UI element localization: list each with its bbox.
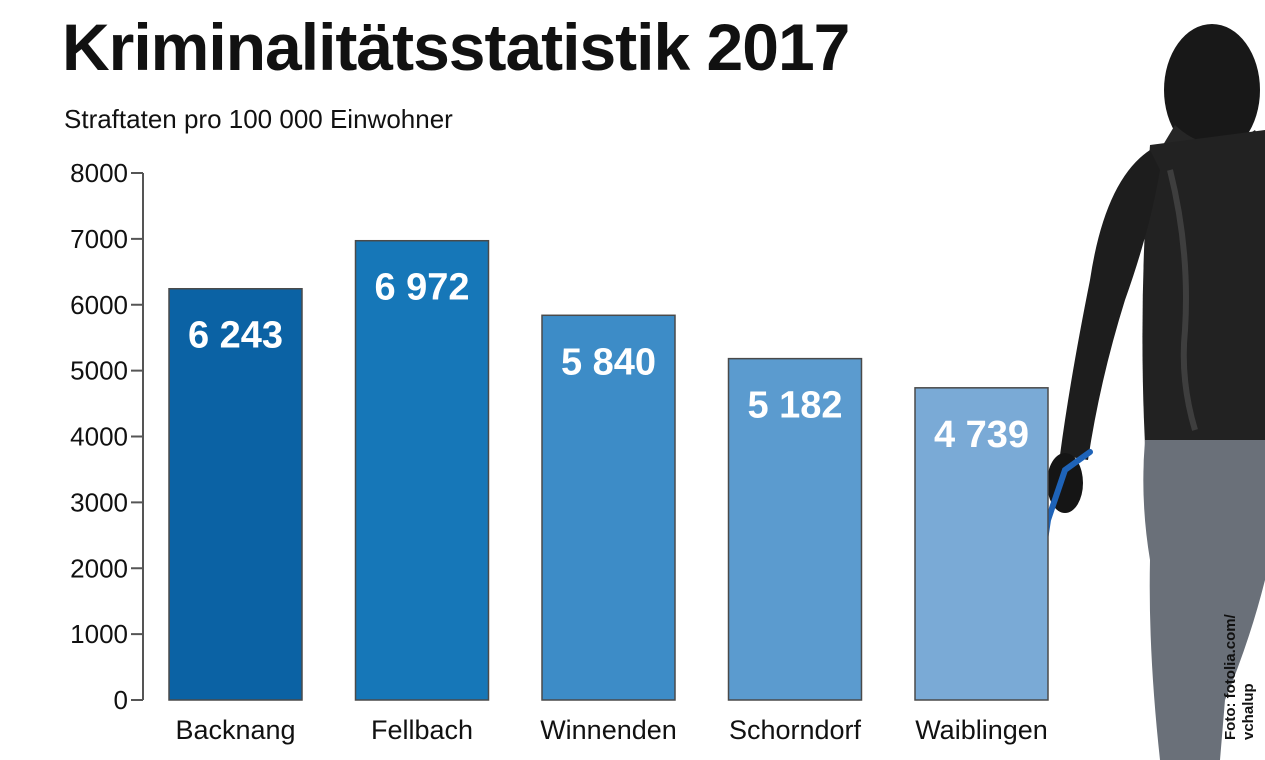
- bar-value-label: 5 182: [747, 385, 842, 427]
- y-tick-label: 8000: [70, 158, 128, 188]
- person-photo: [1009, 24, 1265, 760]
- y-tick-label: 7000: [70, 224, 128, 254]
- y-tick-label: 0: [114, 685, 128, 715]
- x-labels: Backnang Fellbach Winnenden Schorndorf Waibl…: [175, 715, 1047, 745]
- x-category-label: Backnang: [175, 715, 295, 745]
- bar: [541, 314, 676, 701]
- x-category-label: Winnenden: [540, 715, 677, 745]
- x-category-label: Schorndorf: [729, 715, 862, 745]
- y-tick-label: 4000: [70, 422, 128, 452]
- y-tick-label: 3000: [70, 487, 128, 517]
- y-tick-label: 2000: [70, 553, 128, 583]
- photo-credit-line1: Foto: fotolia.com/: [1222, 614, 1239, 740]
- y-tick-label: 6000: [70, 290, 128, 320]
- bar: [354, 239, 490, 701]
- person-jacket-highlight: [1167, 169, 1198, 431]
- y-ticks: 0 1000 2000 3000 4000 5000 6000 7000 8000: [70, 158, 143, 715]
- person-jeans: [1143, 440, 1265, 760]
- bar: [914, 387, 1049, 701]
- photo-credit: Foto: fotolia.com/ vchalup: [1222, 614, 1258, 740]
- person-arm: [1060, 150, 1160, 460]
- bar: [727, 357, 863, 701]
- person-jacket: [1142, 130, 1265, 445]
- photo-credit-line2: vchalup: [1240, 683, 1257, 740]
- bar-value-label: 6 243: [188, 315, 283, 357]
- chart-decor: [1009, 24, 1265, 760]
- bar: [168, 287, 303, 701]
- x-category-label: Fellbach: [371, 715, 473, 745]
- bar-value-label: 6 972: [374, 267, 469, 309]
- x-category-label: Waiblingen: [915, 715, 1048, 745]
- chart-title: Kriminalitätsstatistik 2017: [62, 10, 850, 84]
- person-head: [1164, 24, 1260, 156]
- bar-value-label: 4 739: [934, 414, 1029, 456]
- bar-value-label: 5 840: [561, 341, 656, 383]
- bars: 6 243 6 972 5 840 5 182 4 739: [168, 239, 1049, 701]
- chart-subtitle: Straftaten pro 100 000 Einwohner: [64, 104, 453, 134]
- y-tick-label: 5000: [70, 356, 128, 386]
- y-tick-label: 1000: [70, 619, 128, 649]
